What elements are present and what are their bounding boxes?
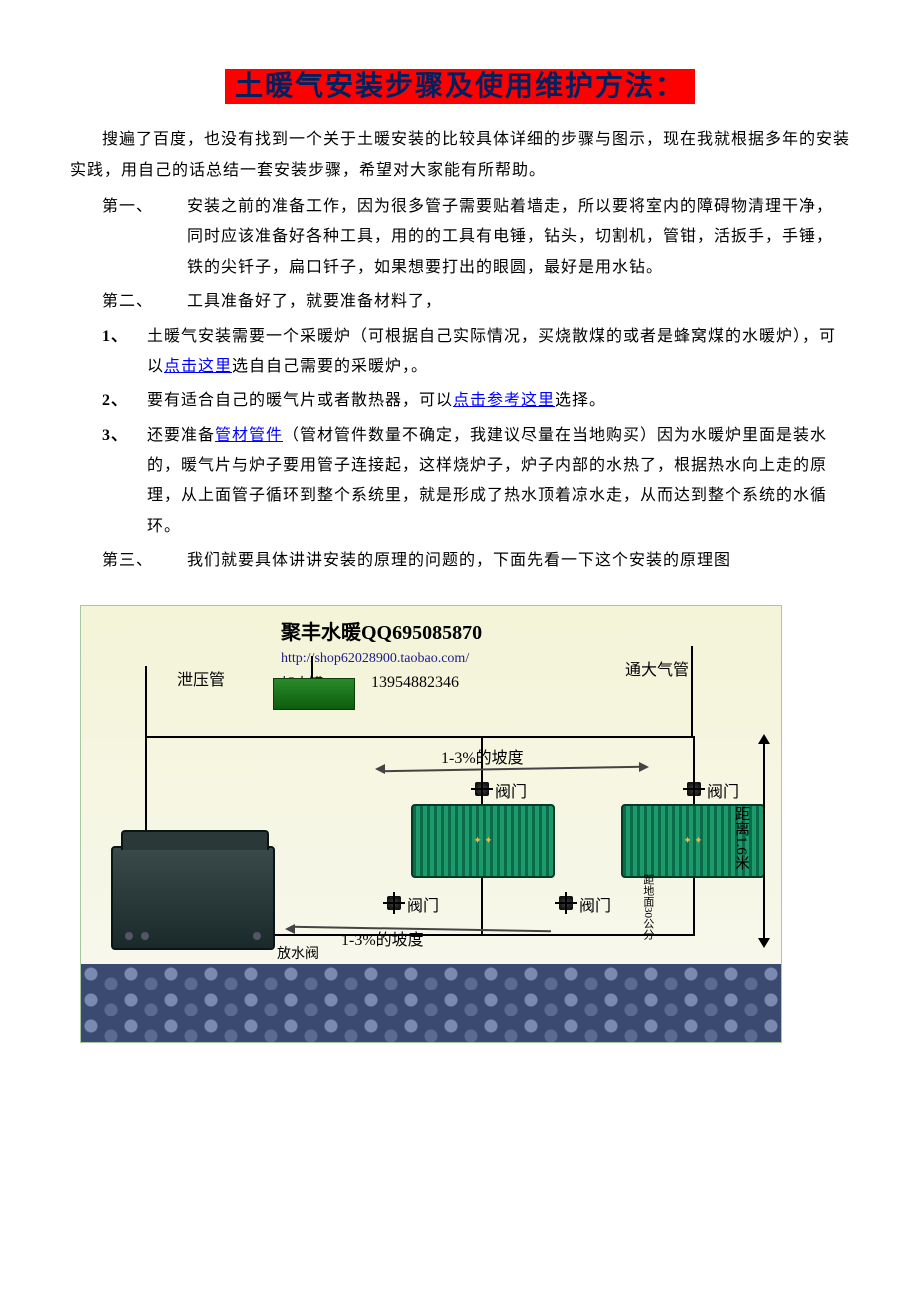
step-1-body: 安装之前的准备工作，因为很多管子需要贴着墙走，所以要将室内的障碍物清理干净，同时… bbox=[187, 192, 839, 283]
page-title: 土暖气安装步骤及使用维护方法： bbox=[70, 60, 850, 113]
title-text: 土暖气安装步骤及使用维护方法： bbox=[225, 69, 695, 104]
pipe-icon bbox=[693, 874, 695, 934]
knob-icon bbox=[253, 932, 261, 940]
step-1-label: 第一、 bbox=[102, 192, 182, 222]
radiator-icon: ✦ ✦ bbox=[411, 804, 555, 878]
substep-3: 3、 还要准备管材管件（管材管件数量不确定，我建议尽量在当地购买）因为水暖炉里面… bbox=[70, 421, 850, 543]
step-1: 第一、 安装之前的准备工作，因为很多管子需要贴着墙走，所以要将室内的障碍物清理干… bbox=[70, 192, 850, 283]
link-pipe-fittings[interactable]: 管材管件 bbox=[215, 427, 283, 444]
label-relief-pipe: 泄压管 bbox=[177, 666, 225, 696]
link-furnace[interactable]: 点击这里 bbox=[164, 358, 232, 375]
label-valve-4: 阀门 bbox=[579, 892, 611, 922]
step-2-label: 第二、 bbox=[102, 287, 182, 317]
diagram-container: 聚丰水暖QQ695085870 http://shop62028900.taob… bbox=[70, 605, 850, 1043]
step-3-body: 我们就要具体讲讲安装的原理的问题的，下面先看一下这个安装的原理图 bbox=[187, 546, 839, 576]
label-valve-3: 阀门 bbox=[407, 892, 439, 922]
substep-3-pre: 还要准备 bbox=[147, 427, 215, 444]
arrow-left-icon bbox=[285, 924, 295, 934]
boiler-icon bbox=[111, 846, 275, 950]
step-3-label: 第三、 bbox=[102, 546, 182, 576]
ground-texture-icon bbox=[81, 964, 781, 1042]
substep-1-label: 1、 bbox=[102, 322, 142, 352]
valve-icon bbox=[387, 896, 401, 910]
substep-2-label: 2、 bbox=[102, 386, 142, 416]
substep-2-body: 要有适合自己的暖气片或者散热器，可以点击参考这里选择。 bbox=[147, 386, 844, 416]
arrow-right-icon bbox=[639, 762, 649, 772]
label-air-pipe: 通大气管 bbox=[625, 656, 689, 686]
valve-icon bbox=[687, 782, 701, 796]
arrow-left-icon bbox=[375, 764, 385, 774]
label-slope-bottom: 1-3%的坡度 bbox=[341, 926, 424, 956]
boiler-lid-icon bbox=[121, 830, 269, 850]
substep-2-post: 选择。 bbox=[555, 392, 606, 409]
step-2-body: 工具准备好了，就要准备材料了， bbox=[187, 287, 839, 317]
substep-3-label: 3、 bbox=[102, 421, 142, 451]
link-radiator[interactable]: 点击参考这里 bbox=[453, 392, 555, 409]
pipe-icon bbox=[145, 736, 693, 738]
pipe-icon bbox=[267, 934, 695, 936]
substep-1-post: 选自自己需要的采暖炉，。 bbox=[232, 358, 428, 375]
substep-2-pre: 要有适合自己的暖气片或者散热器，可以 bbox=[147, 392, 453, 409]
pipe-icon bbox=[311, 656, 313, 678]
pipe-icon bbox=[691, 646, 693, 738]
substep-1: 1、 土暖气安装需要一个采暖炉（可根据自己实际情况，买烧散煤的或者是蜂窝煤的水暖… bbox=[70, 322, 850, 383]
distance-arrow-icon bbox=[755, 736, 773, 946]
step-2: 第二、 工具准备好了，就要准备材料了， bbox=[70, 287, 850, 317]
water-tank-icon bbox=[273, 678, 355, 710]
label-distance: 距离1.6米 bbox=[727, 806, 756, 870]
diagram-phone: 13954882346 bbox=[371, 668, 459, 698]
valve-icon bbox=[475, 782, 489, 796]
pipe-icon bbox=[481, 874, 483, 934]
ornament-icon: ✦ ✦ bbox=[473, 831, 492, 850]
ornament-icon: ✦ ✦ bbox=[683, 831, 702, 850]
substep-1-body: 土暖气安装需要一个采暖炉（可根据自己实际情况，买烧散煤的或者是蜂窝煤的水暖炉），… bbox=[147, 322, 844, 383]
knob-icon bbox=[125, 932, 133, 940]
intro-paragraph: 搜遍了百度，也没有找到一个关于土暖安装的比较具体详细的步骤与图示，现在我就根据多… bbox=[70, 125, 850, 186]
label-ground-gap: 距地面30公分 bbox=[637, 874, 658, 940]
knob-icon bbox=[141, 932, 149, 940]
heating-diagram: 聚丰水暖QQ695085870 http://shop62028900.taob… bbox=[80, 605, 782, 1043]
substep-3-body: 还要准备管材管件（管材管件数量不确定，我建议尽量在当地购买）因为水暖炉里面是装水… bbox=[147, 421, 844, 543]
step-3: 第三、 我们就要具体讲讲安装的原理的问题的，下面先看一下这个安装的原理图 bbox=[70, 546, 850, 576]
valve-icon bbox=[559, 896, 573, 910]
substep-2: 2、 要有适合自己的暖气片或者散热器，可以点击参考这里选择。 bbox=[70, 386, 850, 416]
label-slope-top: 1-3%的坡度 bbox=[441, 744, 524, 774]
